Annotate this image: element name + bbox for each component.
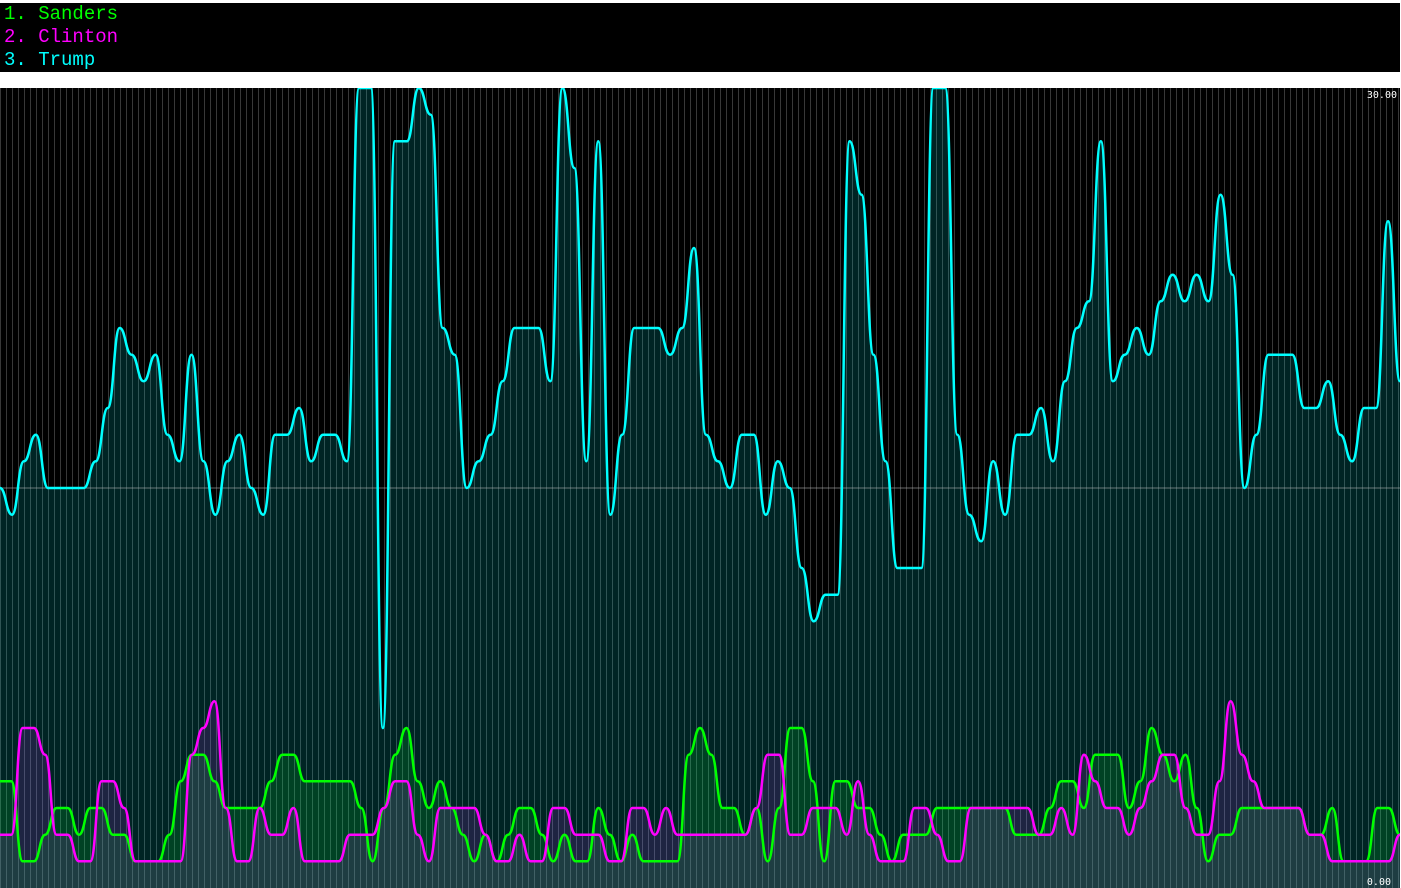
series-area-sanders [0,728,1400,888]
series-lines [0,88,1400,863]
legend-entry-sanders: 1. Sanders [4,3,119,25]
legend-entry-clinton: 2. Clinton [4,26,119,48]
legend-entry-trump: 3. Trump [4,49,96,71]
series-area-clinton [0,701,1400,888]
chart-area: 30.00 0.00 [0,88,1400,888]
series-line-trump [0,88,1400,730]
series-line-sanders [0,726,1400,863]
y-min-label: 0.00 [1367,877,1391,888]
y-max-label: 30.00 [1367,90,1397,101]
series-line-clinton [0,700,1400,863]
legend: 1. Sanders 2. Clinton 3. Trump [0,3,1400,72]
line-chart: 30.00 0.00 [0,88,1400,888]
